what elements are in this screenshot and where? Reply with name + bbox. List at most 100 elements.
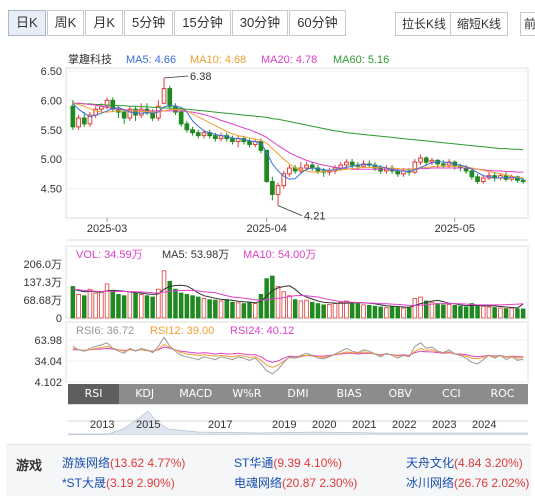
candle — [429, 158, 435, 166]
volume-bar — [463, 306, 469, 319]
indicator-roc[interactable]: ROC — [490, 387, 515, 400]
candle — [81, 112, 87, 127]
board-stock-3[interactable]: 天舟文化(4.84 3.20%) — [406, 454, 523, 471]
volume-bar — [315, 303, 321, 319]
annotation-arrow — [164, 75, 189, 79]
candle-body — [264, 149, 270, 183]
candle-body — [167, 88, 173, 107]
indicator-macd[interactable]: MACD — [179, 387, 213, 400]
candle — [93, 106, 99, 118]
volume-bar — [235, 302, 241, 319]
timeline-year-2019: 2019 — [272, 419, 297, 431]
stretch-k-button[interactable]: 拉长K线 — [395, 12, 454, 36]
board-stock-5[interactable]: 电魂网络(20.87 2.30%) — [234, 474, 357, 491]
rsi-tick-label: 63.98 — [34, 335, 62, 347]
ma5-legend: MA5: 4.66 — [126, 54, 176, 66]
candle — [418, 154, 423, 166]
volume-bar — [116, 294, 121, 319]
candle — [281, 170, 287, 189]
volume-bar — [378, 306, 383, 319]
candle-body — [104, 99, 110, 107]
rsi6-line — [72, 336, 524, 375]
candle — [76, 115, 81, 130]
indicator-kdj[interactable]: KDJ — [135, 387, 155, 400]
volume-bar — [423, 300, 429, 319]
candle-body — [190, 129, 195, 134]
timeline-year-2022: 2022 — [392, 419, 417, 431]
volume-plot: 206.0万 137.3万 68.68万 0 — [23, 259, 526, 325]
history-timeline[interactable]: 2013 2015 2017 2019 2020 2021 2022 2023 … — [68, 404, 528, 435]
volume-bar — [150, 296, 155, 319]
board-stock-2[interactable]: ST华通(9.39 4.10%) — [234, 454, 342, 471]
candle-body — [372, 164, 378, 169]
volume-bar — [224, 299, 230, 319]
candle-body — [281, 173, 287, 187]
candle-body — [230, 138, 235, 143]
volume-bar — [121, 295, 127, 319]
volume-bar — [418, 296, 423, 319]
tab-15min[interactable]: 15分钟 — [174, 10, 231, 36]
volume-bar — [270, 275, 275, 319]
date-tick-label: 2025-03 — [87, 223, 127, 235]
candle-body — [212, 135, 218, 140]
stock-name: 掌趣科技 — [68, 52, 112, 66]
candle-body — [70, 105, 76, 128]
volume-bar — [446, 303, 452, 319]
candle — [230, 135, 235, 145]
tab-daily-k[interactable]: 日K — [8, 10, 46, 36]
candle — [184, 120, 190, 133]
stock-name-4: *ST大晟 — [62, 476, 107, 490]
edge-button[interactable]: 前 — [520, 12, 535, 36]
volume-bar — [104, 283, 110, 319]
price-tick-label: 6.00 — [41, 95, 62, 107]
stock-name-1: 游族网络 — [62, 456, 111, 470]
candle — [269, 176, 275, 201]
volume-bar — [241, 303, 247, 319]
candle — [275, 182, 281, 206]
sector-board: 游戏 游族网络(13.62 4.77%) ST华通(9.39 4.10%) 天舟… — [6, 444, 531, 496]
tab-monthly-k[interactable]: 月K — [85, 10, 124, 36]
stock-value-6: (26.76 2.02%) — [454, 476, 530, 490]
volume-bar — [133, 292, 138, 319]
volume-bar — [184, 294, 190, 319]
tab-60min[interactable]: 60分钟 — [289, 10, 346, 36]
volume-bar — [218, 300, 224, 319]
volume-bar — [190, 295, 195, 319]
volume-bar — [412, 297, 418, 319]
board-stock-4[interactable]: *ST大晟(3.19 2.90%) — [62, 474, 175, 491]
board-stock-6[interactable]: 冰川网络(26.76 2.02%) — [406, 474, 529, 491]
indicator-rsi[interactable]: RSI — [68, 384, 120, 404]
candle — [87, 112, 93, 127]
stock-name-3: 天舟文化 — [406, 456, 455, 470]
volume-bar — [87, 288, 93, 319]
shrink-k-button[interactable]: 缩短K线 — [450, 12, 509, 36]
candle — [309, 162, 315, 171]
candle-body — [520, 179, 526, 183]
vol-ma5-line — [72, 284, 524, 309]
vol-legend: VOL: 34.59万 — [76, 249, 143, 261]
indicator-cci[interactable]: CCI — [442, 387, 461, 400]
indicator-dmi[interactable]: DMI — [287, 387, 309, 400]
candle — [247, 138, 252, 148]
tab-30min[interactable]: 30分钟 — [231, 10, 289, 36]
candle-body — [127, 108, 133, 119]
board-stock-1[interactable]: 游族网络(13.62 4.77%) — [62, 454, 185, 471]
indicator-bias[interactable]: BIAS — [336, 387, 362, 400]
stock-name-2: ST华通 — [234, 456, 274, 470]
volume-bar — [292, 299, 298, 319]
volume-bar — [361, 304, 366, 319]
indicator-obv[interactable]: OBV — [388, 387, 412, 400]
volume-bar — [81, 295, 87, 319]
indicator-wr[interactable]: W%R — [232, 387, 262, 400]
tab-weekly-k[interactable]: 周K — [46, 10, 85, 36]
candle — [207, 129, 213, 139]
candle — [161, 78, 167, 104]
candle-body — [349, 161, 355, 166]
tab-5min[interactable]: 5分钟 — [124, 10, 174, 36]
candle — [480, 175, 486, 184]
volume-bar — [230, 301, 235, 319]
candle-body — [76, 117, 81, 128]
volume-bar — [298, 300, 304, 319]
stock-value-1: (13.62 4.77%) — [110, 456, 186, 470]
volume-bar — [76, 294, 81, 319]
